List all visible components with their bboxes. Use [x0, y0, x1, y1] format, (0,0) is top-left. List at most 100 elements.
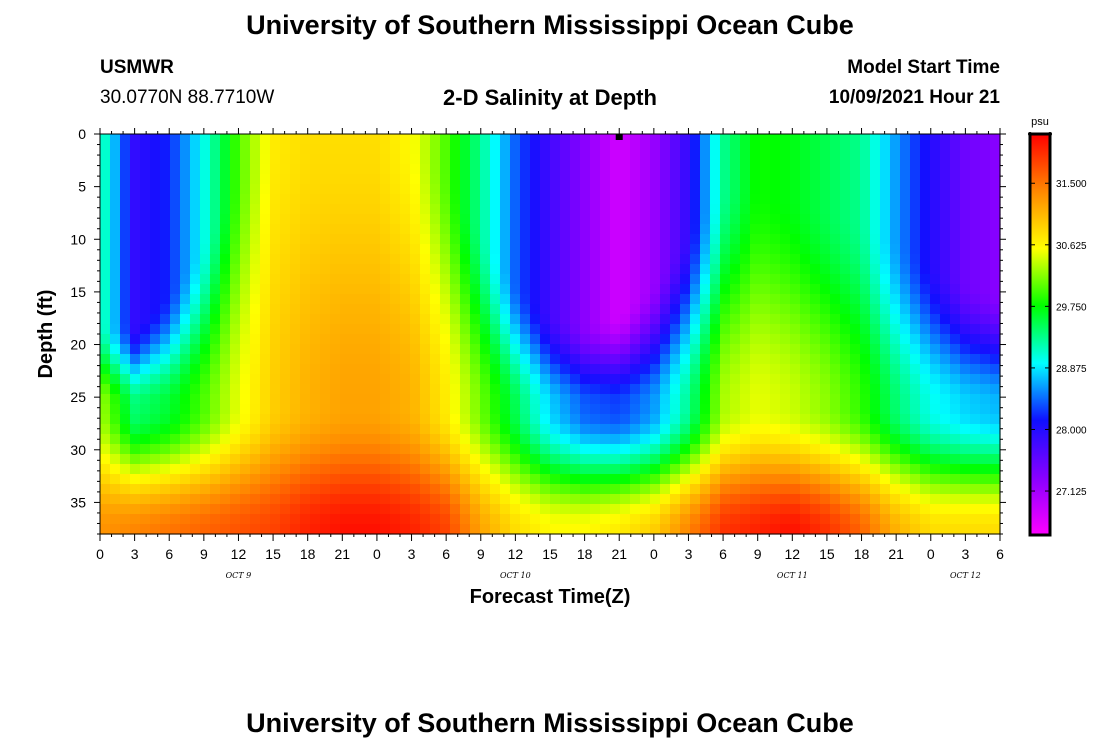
heatmap-cell — [120, 424, 131, 435]
heatmap-cell — [410, 454, 421, 465]
y-tick-label: 30 — [70, 442, 86, 458]
heatmap-cell — [570, 474, 581, 485]
heatmap-cell — [210, 374, 221, 385]
heatmap-cell — [120, 454, 131, 465]
chart-title: 2-D Salinity at Depth — [443, 85, 657, 110]
heatmap-cell — [840, 144, 851, 155]
heatmap-cell — [490, 424, 501, 435]
heatmap-cell — [170, 374, 181, 385]
heatmap-cell — [950, 274, 961, 285]
heatmap-cell — [570, 464, 581, 475]
heatmap-cell — [910, 224, 921, 235]
heatmap-cell — [100, 154, 111, 165]
heatmap-cell — [370, 134, 381, 145]
heatmap-cell — [360, 314, 371, 325]
heatmap-cell — [730, 214, 741, 225]
heatmap-cell — [420, 364, 431, 375]
heatmap-cell — [300, 174, 311, 185]
heatmap-cell — [130, 314, 141, 325]
heatmap-cell — [680, 314, 691, 325]
heatmap-cell — [820, 214, 831, 225]
heatmap-cell — [380, 174, 391, 185]
heatmap-cell — [240, 414, 251, 425]
heatmap-cell — [780, 284, 791, 295]
heatmap-cell — [270, 374, 281, 385]
x-tick-label: 15 — [819, 546, 835, 562]
heatmap-cell — [250, 344, 261, 355]
heatmap-cell — [680, 224, 691, 235]
heatmap-cell — [390, 334, 401, 345]
heatmap-cell — [520, 314, 531, 325]
heatmap-cell — [840, 184, 851, 195]
heatmap-cell — [520, 264, 531, 275]
heatmap-cell — [430, 144, 441, 155]
heatmap-cell — [920, 224, 931, 235]
heatmap-cell — [590, 524, 601, 535]
heatmap-cell — [350, 464, 361, 475]
heatmap-cell — [190, 244, 201, 255]
heatmap-cell — [500, 484, 511, 495]
heatmap-cell — [920, 294, 931, 305]
heatmap-cell — [100, 474, 111, 485]
heatmap-cell — [250, 474, 261, 485]
heatmap-cell — [850, 304, 861, 315]
heatmap-cell — [570, 204, 581, 215]
heatmap-cell — [110, 164, 121, 175]
heatmap-cell — [580, 514, 591, 525]
heatmap-cell — [440, 414, 451, 425]
heatmap-cell — [660, 364, 671, 375]
heatmap-cell — [420, 454, 431, 465]
heatmap-cell — [890, 144, 901, 155]
heatmap-cell — [630, 234, 641, 245]
heatmap-cell — [790, 414, 801, 425]
heatmap-cell — [960, 464, 971, 475]
heatmap-cell — [840, 484, 851, 495]
heatmap-cell — [600, 464, 611, 475]
heatmap-cell — [880, 514, 891, 525]
heatmap-cell — [680, 164, 691, 175]
heatmap-cell — [880, 434, 891, 445]
heatmap-cell — [510, 364, 521, 375]
heatmap-cell — [300, 384, 311, 395]
heatmap-cell — [430, 154, 441, 165]
heatmap-cell — [750, 344, 761, 355]
heatmap-cell — [720, 424, 731, 435]
heatmap-cell — [800, 384, 811, 395]
heatmap-cell — [510, 234, 521, 245]
heatmap-cell — [700, 474, 711, 485]
heatmap-cell — [340, 254, 351, 265]
heatmap-cell — [130, 424, 141, 435]
heatmap-cell — [820, 244, 831, 255]
heatmap-cell — [640, 214, 651, 225]
heatmap-cell — [800, 264, 811, 275]
heatmap-cell — [350, 184, 361, 195]
heatmap-cell — [140, 234, 151, 245]
heatmap-cell — [350, 144, 361, 155]
heatmap-cell — [780, 134, 791, 145]
heatmap-cell — [160, 184, 171, 195]
heatmap-cell — [930, 324, 941, 335]
heatmap-cell — [690, 324, 701, 335]
heatmap-cell — [490, 434, 501, 445]
heatmap-cell — [500, 144, 511, 155]
heatmap-cell — [710, 164, 721, 175]
heatmap-cell — [200, 464, 211, 475]
heatmap-cell — [440, 504, 451, 515]
heatmap-cell — [130, 144, 141, 155]
heatmap-cell — [790, 324, 801, 335]
heatmap-cell — [730, 464, 741, 475]
heatmap-cell — [580, 424, 591, 435]
heatmap-cell — [630, 204, 641, 215]
heatmap-cell — [750, 134, 761, 145]
heatmap-cell — [200, 514, 211, 525]
heatmap-cell — [150, 234, 161, 245]
heatmap-cell — [530, 234, 541, 245]
heatmap-cell — [330, 504, 341, 515]
x-axis: 0 3 6 9 12 15 18 21 0 3 6 9 12 15 18 21 0 3 6 9 12 15 18 21 0 3 6O… — [96, 128, 1004, 580]
heatmap-cell — [250, 304, 261, 315]
heatmap-cell — [900, 214, 911, 225]
heatmap-cell — [620, 444, 631, 455]
heatmap-cell — [900, 344, 911, 355]
heatmap-cell — [250, 354, 261, 365]
heatmap-cell — [640, 524, 651, 535]
